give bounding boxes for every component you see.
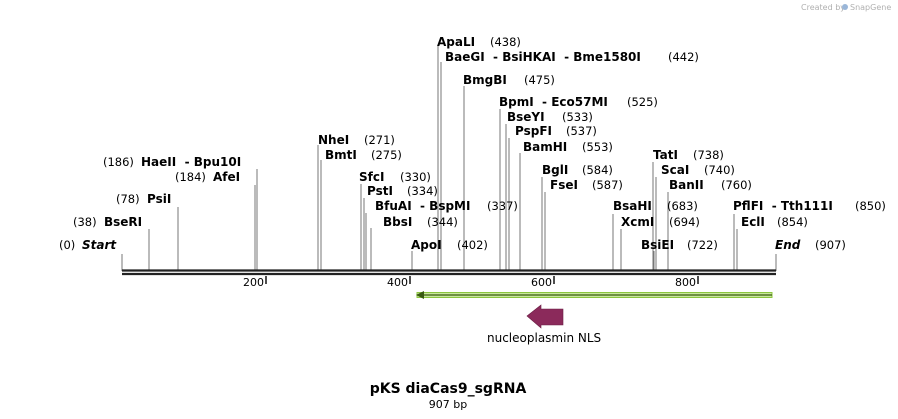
site-pos-pflfi: (850) [855,199,886,213]
site-pos-apoi: (402) [457,238,488,252]
dna-backbone[interactable] [122,269,776,276]
site-name-bsiei[interactable]: BsiEI [641,238,674,252]
site-pos-bfuai: (337) [487,199,518,213]
feature-nucleoplasmin-nls[interactable]: nucleoplasmin NLS [487,304,601,345]
snapgene-credit: Created by SnapGene [801,3,891,12]
site-pos-bamhi: (553) [582,140,613,154]
site-name-bpmi[interactable]: BpmI - Eco57MI [499,95,608,109]
ruler-label-600: 600 [531,276,552,289]
site-name-bsahi[interactable]: BsaHI [613,199,652,213]
site-pos-end: (907) [815,238,846,252]
site-name-bamhi[interactable]: BamHI [523,140,567,154]
site-pos-bgli: (584) [582,163,613,177]
site-name-banii[interactable]: BanII [669,178,704,192]
site-name-bfuai[interactable]: BfuAI - BspMI [375,199,470,213]
site-pos-bmgbi: (475) [524,73,555,87]
site-name-fsei[interactable]: FseI [550,178,578,192]
ruler-label-200: 200 [243,276,264,289]
site-pos-xcmi: (694) [669,215,700,229]
site-name-afei[interactable]: AfeI [213,170,240,184]
site-pos-sfci: (330) [400,170,431,184]
feature-arrow-icon[interactable] [526,304,564,329]
site-name-pflfi[interactable]: PflFI - Tth111I [733,199,833,213]
ruler: 200 400 600 800 [243,276,699,289]
site-name-end[interactable]: End [775,238,801,252]
site-name-apoi[interactable]: ApoI [411,238,442,252]
site-pos-bpmi: (525) [627,95,658,109]
site-pos-bsahi: (683) [667,199,698,213]
site-name-apali[interactable]: ApaLI [437,35,475,49]
credit-brand: SnapGene [850,3,891,12]
site-name-pspfi[interactable]: PspFI [515,124,552,138]
ruler-label-400: 400 [387,276,408,289]
site-name-bbsi[interactable]: BbsI [383,215,412,229]
site-pos-apali: (438) [490,35,521,49]
site-pos-psti: (334) [407,184,438,198]
site-pos-banii: (760) [721,178,752,192]
site-pos-afei: (184) [175,170,206,184]
site-name-bseyi[interactable]: BseYI [507,110,545,124]
site-name-bgli[interactable]: BglI [542,163,568,177]
feature-label[interactable]: nucleoplasmin NLS [487,331,601,345]
site-pos-bseyi: (533) [562,110,593,124]
site-pos-ndei: (271) [364,133,395,147]
snapgene-logo-icon [842,4,848,10]
site-labels: (0) Start (38) BseRI (78) PsiI (184) Afe… [59,35,886,252]
site-pos-fsei: (587) [592,178,623,192]
site-pos-bseri: (38) [73,215,97,229]
site-pos-scai: (740) [704,163,735,177]
site-pos-pspfi: (537) [566,124,597,138]
site-name-xcmi[interactable]: XcmI [621,215,654,229]
site-name-start[interactable]: Start [82,238,117,252]
credit-text: Created by [801,3,845,12]
site-name-bseri[interactable]: BseRI [104,215,142,229]
site-pos-haeii: (186) [103,155,134,169]
site-pos-bsiei: (722) [687,238,718,252]
site-name-sfci[interactable]: SfcI [359,170,384,184]
site-pos-start: (0) [59,238,75,252]
site-name-ecli[interactable]: EclI [741,215,765,229]
sequence-name: pKS diaCas9_sgRNA [370,381,527,397]
site-name-scai[interactable]: ScaI [661,163,689,177]
sequence-length: 907 bp [429,398,467,411]
site-name-psti[interactable]: PstI [367,184,393,198]
site-name-bmti[interactable]: BmtI [325,148,357,162]
arrow-left-icon [416,291,424,299]
site-name-psii[interactable]: PsiI [147,192,171,206]
site-name-tati[interactable]: TatI [653,148,678,162]
site-pos-tati: (738) [693,148,724,162]
site-pos-baegi: (442) [668,50,699,64]
sequence-title: pKS diaCas9_sgRNA 907 bp [370,381,527,411]
site-pos-ecli: (854) [777,215,808,229]
site-name-baegi[interactable]: BaeGI - BsiHKAI - Bme1580I [445,50,641,64]
site-pos-bmti: (275) [371,148,402,162]
feature-highlight-bar[interactable] [416,291,773,299]
site-pos-psii: (78) [116,192,140,206]
site-lines [121,46,777,271]
site-name-bmgbi[interactable]: BmgBI [463,73,507,87]
site-name-haeii[interactable]: HaeII - Bpu10I [141,155,241,169]
site-name-ndei[interactable]: NheI [318,133,349,147]
ruler-label-800: 800 [675,276,696,289]
site-pos-bbsi: (344) [427,215,458,229]
